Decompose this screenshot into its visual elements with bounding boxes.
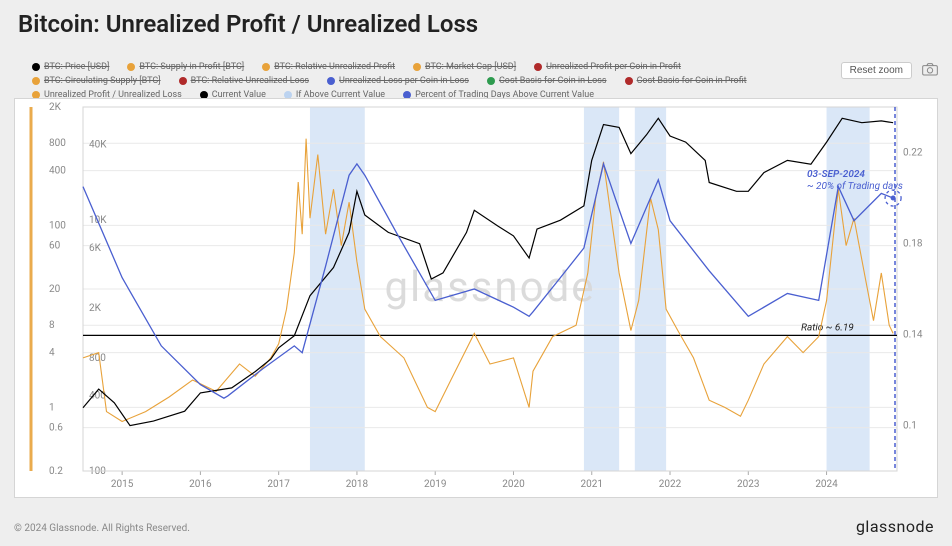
legend-item[interactable]: BTC: Relative Unrealized Loss	[179, 74, 309, 88]
legend-swatch	[487, 77, 495, 85]
x-tick: 2017	[267, 479, 290, 490]
y-left-tick: 2K	[49, 102, 62, 113]
x-tick: 2019	[424, 479, 446, 490]
y-left-tick: 60	[49, 241, 61, 252]
legend-label: BTC: Circulating Supply [BTC]	[44, 74, 161, 88]
x-tick: 2020	[502, 479, 525, 490]
legend-swatch	[625, 77, 633, 85]
legend-item[interactable]: Unrealized Loss per Coin in Loss	[327, 74, 469, 88]
annotation-date: 03-SEP-2024	[807, 169, 865, 180]
y-right-tick: 0.1	[903, 421, 917, 432]
y-mid-tick: 2K	[89, 303, 102, 314]
y-left-tick: 4	[49, 348, 55, 359]
legend-swatch	[127, 63, 135, 71]
annotation-sub: ~ 20% of Trading days	[807, 180, 903, 192]
y-mid-tick: 6K	[89, 243, 102, 254]
camera-icon[interactable]	[922, 62, 938, 76]
legend-item[interactable]: BTC: Relative Unrealized Profit	[262, 60, 395, 74]
copyright: © 2024 Glassnode. All Rights Reserved.	[14, 523, 190, 534]
reset-zoom-button[interactable]: Reset zoom	[841, 62, 912, 79]
legend-swatch	[413, 63, 421, 71]
legend-item[interactable]: Unrealized Profit per Coin in Profit	[534, 60, 681, 74]
legend-item[interactable]: BTC: Market Cap [USD]	[413, 60, 516, 74]
y-left-tick: 0.6	[49, 423, 63, 434]
y-left-tick: 800	[49, 138, 66, 149]
legend-label: BTC: Relative Unrealized Profit	[274, 60, 395, 74]
watermark: glassnode	[384, 263, 595, 312]
legend-label: BTC: Price [USD]	[44, 60, 109, 74]
legend-label: BTC: Relative Unrealized Loss	[191, 74, 309, 88]
y-left-tick: 8	[49, 320, 55, 331]
legend-label: BTC: Supply in Profit [BTC]	[139, 60, 244, 74]
x-tick: 2024	[815, 479, 838, 490]
x-tick: 2015	[111, 479, 134, 490]
x-tick: 2022	[659, 479, 682, 490]
legend-item[interactable]: BTC: Price [USD]	[32, 60, 109, 74]
legend-item[interactable]: Cost Basis for Coin in Profit	[625, 74, 747, 88]
ratio-label: Ratio ~ 6.19	[801, 322, 854, 333]
x-tick: 2018	[346, 479, 369, 490]
legend-item[interactable]: BTC: Supply in Profit [BTC]	[127, 60, 244, 74]
legend: BTC: Price [USD] BTC: Supply in Profit [B…	[32, 60, 842, 102]
y-left-tick: 100	[49, 220, 66, 231]
legend-swatch	[32, 77, 40, 85]
chart-svg: 2K80040010060208410.60.240K10K6K2K800400…	[15, 99, 937, 497]
legend-label: Cost Basis for Coin in Profit	[637, 74, 747, 88]
y-mid-tick: 800	[89, 353, 106, 364]
y-left-tick: 1	[49, 402, 55, 413]
x-tick: 2023	[737, 479, 759, 490]
legend-label: Unrealized Loss per Coin in Loss	[339, 74, 469, 88]
x-tick: 2016	[189, 479, 212, 490]
y-left-tick: 400	[49, 166, 66, 177]
legend-label: Cost Basis for Coin in Loss	[499, 74, 607, 88]
y-left-tick: 20	[49, 284, 61, 295]
legend-swatch	[262, 63, 270, 71]
chart-area[interactable]: 2K80040010060208410.60.240K10K6K2K800400…	[14, 98, 938, 498]
legend-label: BTC: Market Cap [USD]	[425, 60, 516, 74]
legend-label: Unrealized Profit per Coin in Profit	[546, 60, 681, 74]
y-right-tick: 0.18	[903, 239, 923, 250]
y-mid-tick: 40K	[89, 140, 107, 151]
legend-swatch	[32, 63, 40, 71]
legend-swatch	[534, 63, 542, 71]
legend-item[interactable]: BTC: Circulating Supply [BTC]	[32, 74, 161, 88]
legend-item[interactable]: Cost Basis for Coin in Loss	[487, 74, 607, 88]
legend-swatch	[179, 77, 187, 85]
brand-logo: glassnode	[856, 517, 934, 536]
y-right-tick: 0.14	[903, 330, 923, 341]
legend-swatch	[327, 77, 335, 85]
page-title: Bitcoin: Unrealized Profit / Unrealized …	[18, 10, 478, 38]
y-left-tick: 0.2	[49, 466, 63, 477]
x-tick: 2021	[581, 479, 603, 490]
y-right-tick: 0.22	[903, 148, 923, 159]
